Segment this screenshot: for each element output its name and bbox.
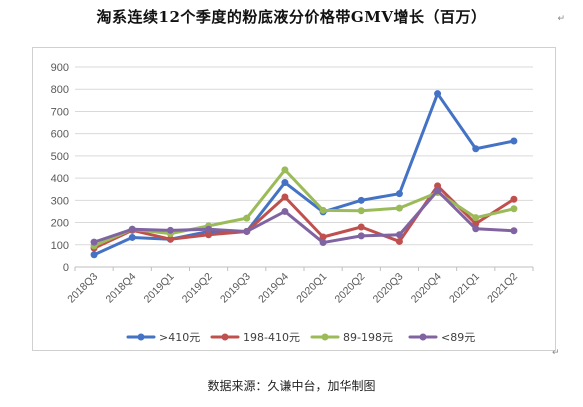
data-point: [472, 145, 480, 153]
x-tick-label: 2020Q3: [371, 271, 406, 306]
data-point: [128, 225, 136, 233]
data-point: [510, 227, 518, 235]
data-point: [281, 207, 289, 215]
data-point: [357, 207, 365, 215]
data-point: [281, 179, 289, 187]
legend-marker: [221, 333, 229, 341]
x-tick-label: 2018Q3: [65, 271, 100, 306]
legend-label: 89-198元: [343, 331, 393, 344]
data-point: [319, 239, 327, 247]
data-point: [510, 137, 518, 145]
data-point: [166, 235, 174, 243]
data-point: [319, 233, 327, 241]
y-tick-label: 300: [51, 195, 69, 207]
x-tick-label: 2019Q2: [180, 271, 215, 306]
data-point: [434, 182, 442, 190]
legend-label: <89元: [441, 331, 475, 344]
data-point: [510, 205, 518, 213]
data-point: [243, 227, 251, 235]
data-point: [357, 223, 365, 231]
y-tick-label: 900: [51, 62, 69, 74]
paragraph-mark-icon: ↵: [557, 14, 565, 24]
data-point: [90, 238, 98, 246]
y-tick-label: 500: [51, 151, 69, 163]
x-tick-label: 2019Q3: [218, 271, 253, 306]
data-point: [434, 90, 442, 98]
x-tick-label: 2019Q1: [142, 271, 177, 306]
data-point: [243, 214, 251, 222]
data-point: [472, 225, 480, 233]
chart-title: 淘系连续12个季度的粉底液分价格带GMV增长（百万）: [96, 8, 487, 26]
data-point: [434, 187, 442, 195]
series-line-2: [92, 168, 516, 248]
chart-frame: [32, 47, 556, 351]
x-tick-label: 2020Q2: [332, 271, 367, 306]
legend-marker: [137, 333, 145, 341]
y-tick-label: 400: [51, 173, 69, 185]
data-point: [166, 226, 174, 234]
y-tick-label: 800: [51, 84, 69, 96]
series-line-1: [92, 184, 516, 250]
data-point: [319, 206, 327, 214]
legend-label: >410元: [159, 331, 200, 344]
x-tick-label: 2021Q2: [485, 271, 520, 306]
data-point: [472, 214, 480, 222]
data-point: [357, 196, 365, 204]
legend-marker: [419, 333, 427, 341]
series-line-3: [92, 189, 516, 245]
data-point: [395, 204, 403, 212]
x-tick-label: 2018Q4: [103, 271, 138, 306]
y-tick-label: 0: [63, 262, 69, 274]
y-tick-label: 700: [51, 106, 69, 118]
data-point: [128, 233, 136, 241]
data-point: [395, 190, 403, 198]
legend-label: 198-410元: [243, 331, 300, 344]
y-tick-label: 100: [51, 240, 69, 252]
x-tick-label: 2020Q1: [294, 271, 329, 306]
data-point: [357, 232, 365, 240]
data-point: [90, 251, 98, 259]
paragraph-mark-icon: ↵: [552, 348, 560, 358]
x-tick-label: 2021Q1: [447, 271, 482, 306]
data-point: [510, 195, 518, 203]
y-tick-label: 600: [51, 129, 69, 141]
x-tick-label: 2019Q4: [256, 271, 291, 306]
data-point: [205, 225, 213, 233]
x-tick-label: 2020Q4: [409, 271, 444, 306]
legend-marker: [321, 333, 329, 341]
data-point: [281, 166, 289, 174]
y-tick-label: 200: [51, 218, 69, 230]
data-source-note: 数据来源：久谦中台，加华制图: [207, 379, 376, 393]
data-point: [281, 193, 289, 201]
data-point: [395, 231, 403, 239]
data-point: [395, 237, 403, 245]
data-point: [205, 231, 213, 239]
